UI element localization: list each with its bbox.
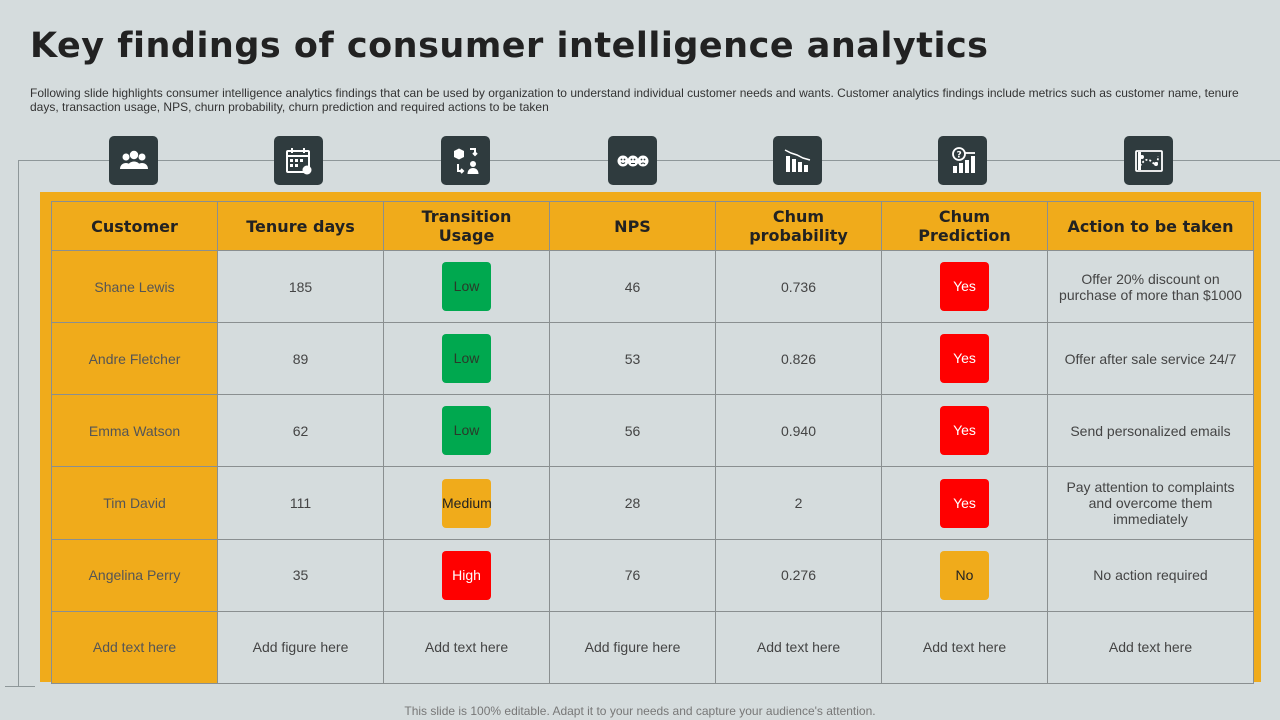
churn-probability: 0.736: [715, 249, 882, 324]
action-text: Pay attention to complaints and overcome…: [1047, 466, 1254, 540]
prediction-badge: Yes: [940, 478, 989, 528]
tenure-days: Add figure here: [217, 610, 384, 685]
nps-value: 28: [549, 466, 716, 540]
customer-name: Add text here: [51, 610, 218, 685]
churn-probability: 0.826: [715, 322, 882, 396]
usage-cell: High: [383, 538, 550, 612]
nps-value: 56: [549, 394, 716, 468]
header-churn-prediction: Chum Prediction: [881, 201, 1048, 251]
churn-probability: Add text here: [715, 610, 882, 685]
page-title: Key findings of consumer intelligence an…: [30, 26, 989, 66]
churn-question-chart-icon: ?: [938, 136, 987, 185]
nps-value: 46: [549, 249, 716, 324]
usage-badge: Medium: [442, 478, 492, 528]
usage-cell: Low: [383, 249, 550, 324]
table-row: Shane Lewis 185 Low 46 0.736 Yes Offer 2…: [51, 249, 1254, 324]
usage-badge: Low: [442, 262, 491, 312]
prediction-cell: Yes: [881, 322, 1048, 396]
nps-value: Add figure here: [549, 610, 716, 685]
prediction-cell: No: [881, 538, 1048, 612]
prediction-badge: Yes: [940, 406, 989, 456]
churn-probability: 0.940: [715, 394, 882, 468]
table-row: Angelina Perry 35 High 76 0.276 No No ac…: [51, 538, 1254, 612]
nps-value: 53: [549, 322, 716, 396]
usage-cell: Low: [383, 394, 550, 468]
header-tenure-days: Tenure days: [217, 201, 384, 251]
action-text: No action required: [1047, 538, 1254, 612]
prediction-cell: Yes: [881, 394, 1048, 468]
usage-badge: High: [442, 550, 491, 600]
prediction-placeholder: Add text here: [881, 610, 1048, 685]
prediction-cell: Yes: [881, 466, 1048, 540]
nps-faces-icon: [608, 136, 657, 185]
action-text: Add text here: [1047, 610, 1254, 685]
header-nps: NPS: [549, 201, 716, 251]
tenure-days: 89: [217, 322, 384, 396]
transaction-flow-icon: [441, 136, 490, 185]
nps-value: 76: [549, 538, 716, 612]
table-row: Andre Fletcher 89 Low 53 0.826 Yes Offer…: [51, 322, 1254, 396]
calendar-icon: [274, 136, 323, 185]
users-icon: [109, 136, 158, 185]
svg-text:?: ?: [956, 150, 961, 160]
header-customer: Customer: [51, 201, 218, 251]
header-action: Action to be taken: [1047, 201, 1254, 251]
header-churn-probability: Chum probability: [715, 201, 882, 251]
usage-badge: Low: [442, 406, 491, 456]
table-row: Emma Watson 62 Low 56 0.940 Yes Send per…: [51, 394, 1254, 468]
page-subtitle: Following slide highlights consumer inte…: [30, 86, 1239, 114]
action-text: Offer after sale service 24/7: [1047, 322, 1254, 396]
table-row: Tim David 111 Medium 28 2 Yes Pay attent…: [51, 466, 1254, 540]
churn-probability: 0.276: [715, 538, 882, 612]
action-map-icon: [1124, 136, 1173, 185]
divider-bottom: [5, 686, 35, 687]
declining-chart-icon: [773, 136, 822, 185]
table-header-row: Customer Tenure days Transition Usage NP…: [51, 201, 1254, 251]
customer-name: Angelina Perry: [51, 538, 218, 612]
usage-cell: Low: [383, 322, 550, 396]
findings-table: Customer Tenure days Transition Usage NP…: [51, 201, 1254, 685]
tenure-days: 35: [217, 538, 384, 612]
prediction-badge: Yes: [940, 262, 989, 312]
divider-left: [18, 160, 19, 686]
usage-placeholder: Add text here: [383, 610, 550, 685]
prediction-badge: Yes: [940, 334, 989, 384]
prediction-cell: Yes: [881, 249, 1048, 324]
table-row: Add text here Add figure here Add text h…: [51, 610, 1254, 685]
tenure-days: 62: [217, 394, 384, 468]
action-text: Send personalized emails: [1047, 394, 1254, 468]
customer-name: Andre Fletcher: [51, 322, 218, 396]
customer-name: Shane Lewis: [51, 249, 218, 324]
churn-probability: 2: [715, 466, 882, 540]
tenure-days: 111: [217, 466, 384, 540]
customer-name: Tim David: [51, 466, 218, 540]
slide-footer-note: This slide is 100% editable. Adapt it to…: [404, 704, 876, 718]
header-transition-usage: Transition Usage: [383, 201, 550, 251]
usage-badge: Low: [442, 334, 491, 384]
prediction-badge: No: [940, 550, 989, 600]
tenure-days: 185: [217, 249, 384, 324]
customer-name: Emma Watson: [51, 394, 218, 468]
usage-cell: Medium: [383, 466, 550, 540]
action-text: Offer 20% discount on purchase of more t…: [1047, 249, 1254, 324]
